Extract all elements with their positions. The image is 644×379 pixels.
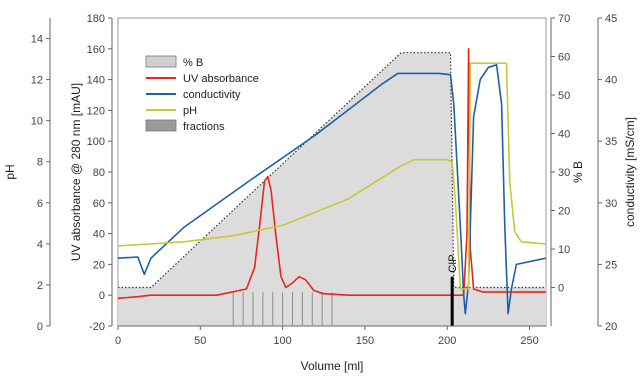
uv-tick-label: 40 xyxy=(93,229,105,241)
percent-b-tick-label: 20 xyxy=(558,206,570,218)
uv-tick-label: 160 xyxy=(87,44,105,56)
ph-tick-label: 6 xyxy=(37,198,43,210)
percent-b-tick-label: 30 xyxy=(558,167,570,179)
conductivity-tick-label: 45 xyxy=(605,13,617,25)
conductivity-tick-label: 30 xyxy=(605,198,617,210)
ph-tick-label: 14 xyxy=(31,34,43,46)
legend: % B UV absorbance conductivity pH fractions xyxy=(145,55,259,133)
ph-tick-label: 0 xyxy=(37,321,43,333)
ph-tick-label: 4 xyxy=(37,239,43,251)
annotations: CIP xyxy=(447,254,459,326)
x-tick-label: 100 xyxy=(273,335,291,347)
legend-swatch-percent_b xyxy=(145,55,177,68)
percent-b-tick-label: 60 xyxy=(558,52,570,64)
conductivity-tick-label: 20 xyxy=(605,321,617,333)
legend-label-conductivity: conductivity xyxy=(183,89,241,101)
uv-tick-label: 180 xyxy=(87,13,105,25)
legend-label-uv: UV absorbance xyxy=(183,73,259,85)
uv-tick-label: 80 xyxy=(93,167,105,179)
ph-tick-label: 10 xyxy=(31,116,43,128)
cip-label: CIP xyxy=(447,254,459,272)
uv-axis-label: UV absorbance @ 280 nm [mAU] xyxy=(69,83,83,261)
ph-line xyxy=(117,62,547,290)
uv-tick-label: 60 xyxy=(93,198,105,210)
series-lines xyxy=(117,48,547,315)
ph-tick-label: 2 xyxy=(37,280,43,292)
percent-b-tick-label: 10 xyxy=(558,244,570,256)
ph-tick-label: 8 xyxy=(37,157,43,169)
percent-b-tick-label: 40 xyxy=(558,129,570,141)
legend-swatch-fractions xyxy=(145,119,177,132)
ph-tick-label: 12 xyxy=(31,75,43,87)
legend-label-percent_b: % B xyxy=(183,57,203,69)
conductivity-tick-label: 35 xyxy=(605,136,617,148)
conductivity-line xyxy=(117,64,547,315)
uv-tick-label: 140 xyxy=(87,75,105,87)
uv-tick-label: -20 xyxy=(89,321,105,333)
conductivity-tick-label: 25 xyxy=(605,259,617,271)
percent-b-fill xyxy=(118,52,546,326)
legend-label-ph: pH xyxy=(183,105,197,117)
uv-tick-label: 0 xyxy=(99,290,105,302)
uv-tick-label: 100 xyxy=(87,136,105,148)
x-tick-label: 50 xyxy=(194,335,206,347)
percent-b-axis-label: % B xyxy=(571,161,585,183)
legend-label-fractions: fractions xyxy=(183,121,225,133)
percent-b-tick-label: 0 xyxy=(558,283,564,295)
conductivity-axis-label: conductivity [mS/cm] xyxy=(623,117,637,227)
uv-absorbance-line xyxy=(117,48,546,300)
percent-b-tick-label: 50 xyxy=(558,90,570,102)
percent-b-tick-label: 70 xyxy=(558,13,570,25)
fractions-marks xyxy=(232,292,333,325)
uv-tick-label: 120 xyxy=(87,105,105,117)
conductivity-tick-label: 40 xyxy=(605,75,617,87)
x-axis-label: Volume [ml] xyxy=(301,359,364,373)
ph-axis-label: pH xyxy=(3,164,17,179)
x-tick-label: 200 xyxy=(438,335,456,347)
x-tick-label: 0 xyxy=(115,335,121,347)
x-tick-label: 150 xyxy=(356,335,374,347)
uv-tick-label: 20 xyxy=(93,259,105,271)
x-tick-label: 250 xyxy=(520,335,538,347)
